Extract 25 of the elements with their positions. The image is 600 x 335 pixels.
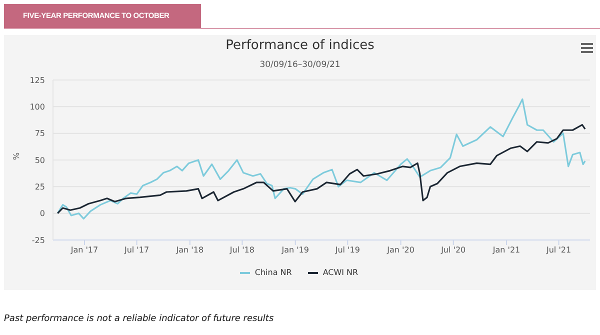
y-tick-label: -25 xyxy=(32,236,45,245)
x-tick-label: Jul '17 xyxy=(123,246,150,255)
x-tick-label: Jan '21 xyxy=(492,246,520,255)
y-tick-label: 75 xyxy=(34,129,45,138)
x-tick-label: Jul '18 xyxy=(228,246,254,255)
x-tick-label: Jul '20 xyxy=(440,246,466,255)
y-tick-label: 125 xyxy=(30,76,45,85)
y-tick-label: 100 xyxy=(30,102,45,112)
y-axis-title: % xyxy=(12,152,21,160)
chart-title: Performance of indices xyxy=(224,38,376,53)
x-tick-label: Jan '20 xyxy=(386,246,414,255)
line-series xyxy=(56,98,586,220)
chart-subtitle: 30/09/16–30/09/21 xyxy=(258,60,342,70)
x-tick-label: Jul '19 xyxy=(334,246,360,255)
x-tick-label: Jan '17 xyxy=(70,246,98,255)
legend-label: China NR xyxy=(254,268,292,277)
y-tick-label: 0 xyxy=(40,209,45,218)
y-tick-label: 25 xyxy=(34,182,45,192)
x-tick-label: Jul '21 xyxy=(546,246,572,255)
line-series xyxy=(56,124,586,214)
text: Past performance is not a reliable indicator of future results xyxy=(4,314,274,324)
x-tick-label: Jan '18 xyxy=(175,246,204,255)
x-tick-label: Jan '19 xyxy=(280,246,309,255)
legend-label: ACWI NR xyxy=(322,268,358,277)
y-tick-label: 50 xyxy=(34,156,45,165)
